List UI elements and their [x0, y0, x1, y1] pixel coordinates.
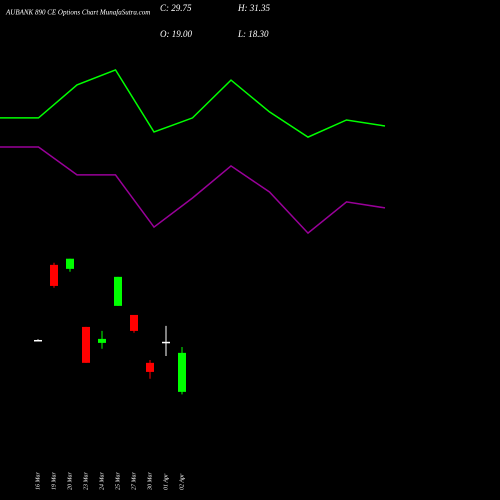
x-tick-label: 02 Apr	[179, 473, 185, 490]
x-tick-label: 01 Apr	[163, 473, 169, 490]
candle-body	[50, 264, 58, 286]
close-label: C: 29.75	[160, 3, 192, 13]
candle-body	[146, 362, 154, 372]
x-tick-label: 25 Mar	[115, 472, 121, 490]
x-tick-label: 23 Mar	[83, 472, 89, 490]
open-label: O: 19.00	[160, 29, 192, 39]
x-tick-label: 19 Mar	[51, 472, 57, 490]
candle-body	[66, 258, 74, 269]
candle-body	[130, 314, 138, 331]
candle-body	[114, 276, 122, 306]
line-series	[0, 146, 386, 235]
chart-title: AUBANK 890 CE Options Chart MunafaSutra.…	[5, 9, 150, 17]
candle-body	[98, 338, 106, 343]
line-series	[0, 68, 386, 138]
candle-body	[178, 352, 186, 392]
x-tick-label: 27 Mar	[131, 472, 137, 490]
low-label: L: 18.30	[237, 29, 269, 39]
x-tick-label: 20 Mar	[67, 472, 73, 490]
candle-body	[162, 341, 170, 344]
high-label: H: 31.35	[237, 3, 270, 13]
x-tick-label: 16 Mar	[35, 472, 41, 490]
candle-body	[34, 339, 42, 342]
candle-body	[82, 326, 90, 363]
x-tick-label: 30 Mar	[147, 472, 153, 491]
x-tick-label: 24 Mar	[98, 472, 105, 490]
